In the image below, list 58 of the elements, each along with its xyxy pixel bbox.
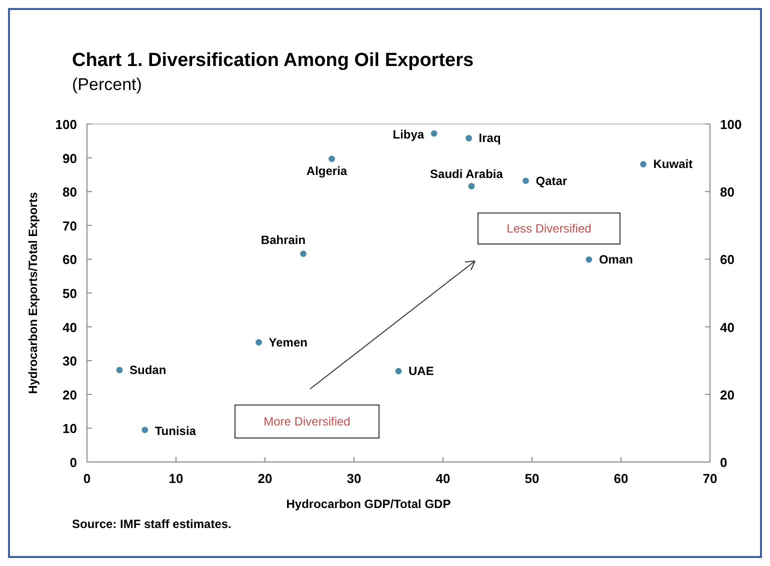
x-tick-label: 20 xyxy=(258,471,272,486)
y-tick-label: 40 xyxy=(62,320,77,335)
note-box: Less Diversified xyxy=(478,212,620,244)
x-axis-title: Hydrocarbon GDP/Total GDP xyxy=(286,497,451,511)
y-tick-label: 10 xyxy=(62,421,77,436)
annotation: Less Diversified xyxy=(506,222,592,236)
y2-tick-label: 80 xyxy=(720,184,734,200)
x-tick-label: 10 xyxy=(168,471,184,486)
annotation: Algeria xyxy=(306,164,348,178)
annotation: Iraq xyxy=(478,131,501,146)
y2-tick-label: 60 xyxy=(720,252,734,268)
point xyxy=(300,250,306,257)
y-tick-label: 60 xyxy=(62,252,77,268)
point xyxy=(430,130,438,137)
annotation: Tunisia xyxy=(154,424,196,438)
y2-tick-label: 100 xyxy=(720,117,742,132)
chart-subtitle: (Percent) xyxy=(72,75,142,94)
y-tick-label: 100 xyxy=(55,117,77,132)
annotation: More Diversified xyxy=(264,414,350,428)
point xyxy=(256,339,262,346)
y-tick-label: 50 xyxy=(62,286,77,301)
y2-tick-label: 20 xyxy=(720,387,734,402)
y-tick-label: 20 xyxy=(62,387,77,402)
y-axis-title: Hydrocarbon Exports/Total Exports xyxy=(26,192,40,394)
point xyxy=(142,426,148,434)
note-box: More Diversified xyxy=(234,404,380,438)
x-tick-label: 50 xyxy=(524,471,540,486)
point xyxy=(328,156,335,162)
annotation: Yemen xyxy=(268,335,308,350)
x-tick-label: 30 xyxy=(346,471,362,486)
point xyxy=(395,368,402,374)
x-tick-label: 0 xyxy=(83,471,91,486)
annotation: Saudi Arabia xyxy=(430,167,504,182)
annotation: Qatar xyxy=(536,174,568,188)
annotation: Bahrain xyxy=(260,232,306,247)
point xyxy=(640,161,646,168)
x-tick-label: 70 xyxy=(702,471,718,486)
y-tick-label: 90 xyxy=(62,150,77,166)
annotation: Oman xyxy=(598,252,633,267)
y-tick-label: 30 xyxy=(62,354,77,369)
point xyxy=(466,134,472,142)
y-tick-label: 0 xyxy=(70,455,77,470)
x-tick-label: 60 xyxy=(614,471,628,486)
annotation: Sudan xyxy=(129,363,166,378)
y2-tick-label: 40 xyxy=(720,320,734,335)
source-note: Source: IMF staff estimates. xyxy=(72,517,232,531)
x-tick-label: 40 xyxy=(436,471,450,486)
y2-tick-label: 0 xyxy=(720,455,728,470)
annotation: UAE xyxy=(408,364,434,378)
point xyxy=(468,182,475,190)
y-tick-label: 70 xyxy=(62,218,77,234)
point xyxy=(522,178,529,184)
annotation: Libya xyxy=(392,127,424,142)
chart-title: Chart 1. Diversification Among Oil Exporters xyxy=(72,50,474,71)
annotation: Kuwait xyxy=(653,157,693,172)
point xyxy=(116,366,123,374)
point xyxy=(586,256,592,263)
y-tick-label: 80 xyxy=(62,184,77,200)
